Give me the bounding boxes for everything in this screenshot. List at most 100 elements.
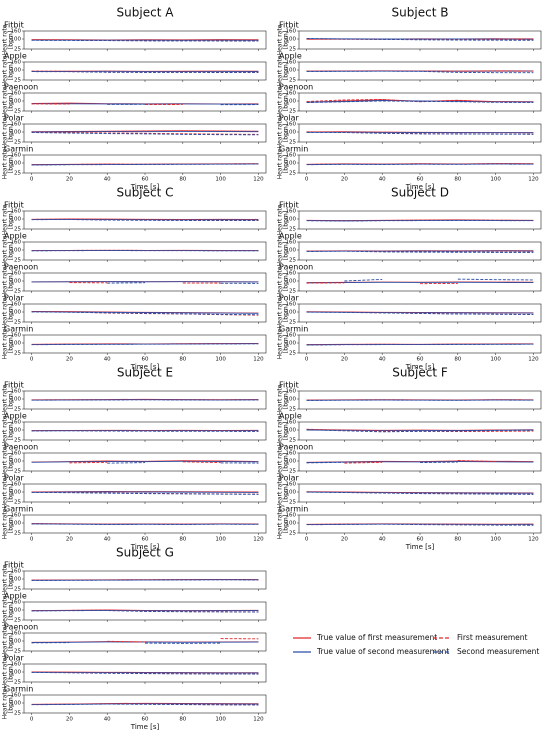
x-tick-label: 60 (417, 177, 424, 183)
y-tick-label: 25 (289, 258, 296, 264)
y-label: Heart rate (277, 24, 284, 55)
device-label: Garmin (4, 145, 33, 154)
measurement-line (31, 132, 259, 136)
y-label: Heart rate (277, 508, 284, 539)
y-label: Heart rate (277, 415, 284, 446)
measurement-line (306, 163, 534, 166)
y-tick-label: 160 (11, 302, 22, 308)
y-unit: [bpm] (8, 304, 15, 322)
legend-label: True value of first measurement (316, 633, 437, 642)
y-tick-label: 160 (11, 209, 22, 215)
x-tick-label: 20 (66, 717, 73, 723)
y-tick-label: 100 (286, 217, 297, 223)
y-label: Heart rate (2, 266, 9, 297)
device-label: Polar (279, 294, 300, 303)
subject-title: Subject E (117, 366, 173, 380)
y-unit: [bpm] (283, 515, 290, 533)
y-tick-label: 100 (286, 161, 297, 167)
x-label: Time [s] (130, 543, 160, 551)
x-label: Time [s] (405, 363, 435, 371)
y-tick-label: 25 (14, 531, 21, 537)
y-tick-label: 160 (286, 122, 297, 128)
y-tick-label: 100 (11, 577, 22, 583)
y-tick-label: 100 (11, 279, 22, 285)
y-tick-label: 25 (289, 531, 296, 537)
y-tick-label: 160 (11, 153, 22, 159)
y-tick-label: 160 (286, 60, 297, 66)
y-tick-label: 100 (11, 670, 22, 676)
x-tick-label: 0 (305, 357, 309, 363)
y-label: Heart rate (2, 415, 9, 446)
y-tick-label: 160 (11, 569, 22, 575)
y-tick-label: 25 (14, 171, 21, 177)
y-tick-label: 160 (11, 631, 22, 637)
y-tick-label: 160 (11, 60, 22, 66)
x-tick-label: 40 (104, 357, 111, 363)
y-tick-label: 25 (14, 227, 21, 233)
y-tick-label: 25 (14, 587, 21, 593)
device-label: Polar (4, 474, 25, 483)
device-label: Garmin (4, 685, 33, 694)
y-tick-label: 160 (11, 29, 22, 35)
y-unit: [bpm] (8, 391, 15, 409)
measurement-line (31, 491, 259, 495)
measurement-line (31, 103, 183, 106)
x-tick-label: 20 (66, 357, 73, 363)
device-label: Paenoon (4, 83, 38, 92)
device-label: Apple (4, 592, 27, 601)
y-tick-label: 160 (286, 482, 297, 488)
measurement-line (107, 282, 259, 284)
device-label: Fitbit (279, 381, 299, 390)
y-unit: [bpm] (283, 422, 290, 440)
y-unit: [bpm] (8, 62, 15, 80)
measurement-line (306, 250, 534, 253)
y-label: Heart rate (277, 86, 284, 117)
device-label: Apple (279, 412, 302, 421)
y-label: Heart rate (277, 446, 284, 477)
y-unit: [bpm] (283, 391, 290, 409)
y-label: Heart rate (277, 328, 284, 359)
measurement-line (31, 671, 259, 675)
device-label: Apple (4, 232, 27, 241)
measurement-line (31, 642, 221, 644)
y-label: Heart rate (277, 235, 284, 266)
y-tick-label: 100 (286, 341, 297, 347)
x-tick-label: 0 (30, 537, 34, 543)
x-tick-label: 80 (179, 177, 186, 183)
y-tick-label: 100 (286, 428, 297, 434)
measurement-line (31, 343, 259, 346)
y-tick-label: 100 (286, 490, 297, 496)
y-tick-label: 25 (14, 289, 21, 295)
y-tick-label: 25 (14, 78, 21, 84)
true-value-line (31, 131, 259, 133)
x-label: Time [s] (130, 723, 160, 731)
y-tick-label: 25 (289, 47, 296, 53)
measurement-line (306, 220, 534, 222)
y-unit: [bpm] (8, 93, 15, 111)
y-tick-label: 100 (11, 701, 22, 707)
y-tick-label: 25 (14, 320, 21, 326)
measurement-line (306, 282, 458, 285)
y-label: Heart rate (2, 477, 9, 508)
y-unit: [bpm] (283, 484, 290, 502)
legend-label: First measurement (457, 633, 528, 642)
legend-label: Second measurement (457, 647, 539, 656)
y-tick-label: 160 (286, 91, 297, 97)
y-unit: [bpm] (283, 335, 290, 353)
measurement-line (306, 131, 534, 135)
measurement-line (306, 38, 534, 41)
true-value-line (306, 281, 534, 284)
y-tick-label: 25 (14, 258, 21, 264)
y-tick-label: 25 (289, 500, 296, 506)
y-tick-label: 25 (14, 109, 21, 115)
device-label: Polar (4, 654, 25, 663)
y-tick-label: 160 (286, 29, 297, 35)
y-unit: [bpm] (283, 155, 290, 173)
y-label: Heart rate (2, 446, 9, 477)
y-tick-label: 25 (14, 618, 21, 624)
x-tick-label: 120 (253, 717, 264, 723)
y-label: Heart rate (2, 55, 9, 86)
device-label: Apple (279, 232, 302, 241)
x-tick-label: 60 (417, 357, 424, 363)
